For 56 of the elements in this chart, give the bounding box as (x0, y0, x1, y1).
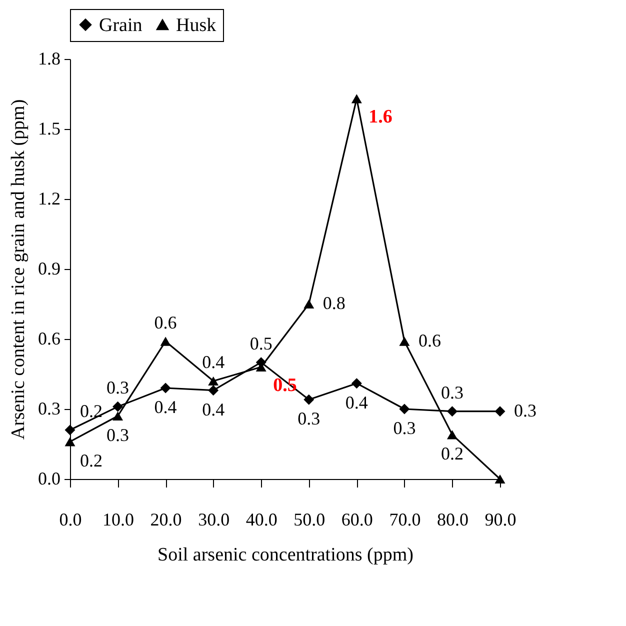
x-tick-label: 90.0 (484, 510, 516, 530)
data-label: 0.4 (202, 399, 225, 420)
data-label: 0.3 (106, 425, 130, 445)
y-axis-title: Arsenic content in rice grain and husk (ppm) (8, 99, 29, 440)
point (446, 430, 458, 440)
data-label: 0.3 (106, 378, 130, 398)
y-tick-label: 1.8 (38, 48, 60, 68)
data-label: 0.4 (154, 397, 177, 417)
point (160, 336, 171, 346)
annotation: 1.6 (368, 106, 392, 128)
data-label: 0.3 (514, 400, 536, 420)
point (112, 411, 124, 421)
point (351, 378, 362, 389)
x-tick-label: 60.0 (341, 510, 373, 530)
point (351, 94, 362, 104)
x-tick-label: 70.0 (389, 510, 421, 530)
data-label: 0.4 (345, 392, 368, 412)
data-label: 0.6 (418, 330, 441, 350)
x-tick-label: 80.0 (436, 510, 468, 530)
legend-label: Grain (99, 14, 143, 36)
point (304, 299, 314, 309)
point (304, 394, 314, 405)
point (64, 437, 76, 446)
x-tick-label: 50.0 (294, 510, 326, 530)
data-label: 0.3 (298, 408, 320, 429)
y-tick-label: 1.2 (38, 188, 60, 208)
data-label: 0.3 (393, 418, 416, 438)
data-label: 0.3 (440, 382, 464, 402)
data-label: 0.6 (154, 312, 177, 332)
point (399, 404, 410, 414)
y-tick-label: 0.3 (38, 398, 60, 418)
point (494, 406, 506, 417)
point (399, 336, 410, 346)
data-label: 0.2 (80, 450, 102, 471)
x-tick-label: 0.0 (59, 510, 82, 530)
y-tick-label: 0.6 (38, 328, 60, 348)
data-label: 0.2 (440, 444, 464, 464)
point (112, 401, 124, 412)
point (160, 382, 171, 394)
y-tick-label: 1.5 (38, 118, 60, 138)
legend-label: Husk (176, 14, 217, 36)
x-tick-label: 10.0 (102, 510, 134, 530)
x-tick-label: 40.0 (246, 510, 278, 530)
y-tick-label: 0.0 (38, 468, 60, 488)
point (64, 424, 76, 436)
x-axis-title: Soil arsenic concentrations (ppm) (158, 544, 414, 566)
data-label: 0.5 (250, 333, 272, 354)
point (494, 474, 506, 484)
y-tick-label: 0.9 (38, 258, 60, 278)
x-tick-label: 30.0 (198, 510, 230, 530)
x-tick-label: 20.0 (150, 510, 182, 530)
data-label: 0.8 (322, 293, 346, 313)
point (208, 376, 219, 386)
data-label: 0.4 (202, 352, 225, 372)
point (446, 406, 458, 417)
point (208, 385, 219, 396)
